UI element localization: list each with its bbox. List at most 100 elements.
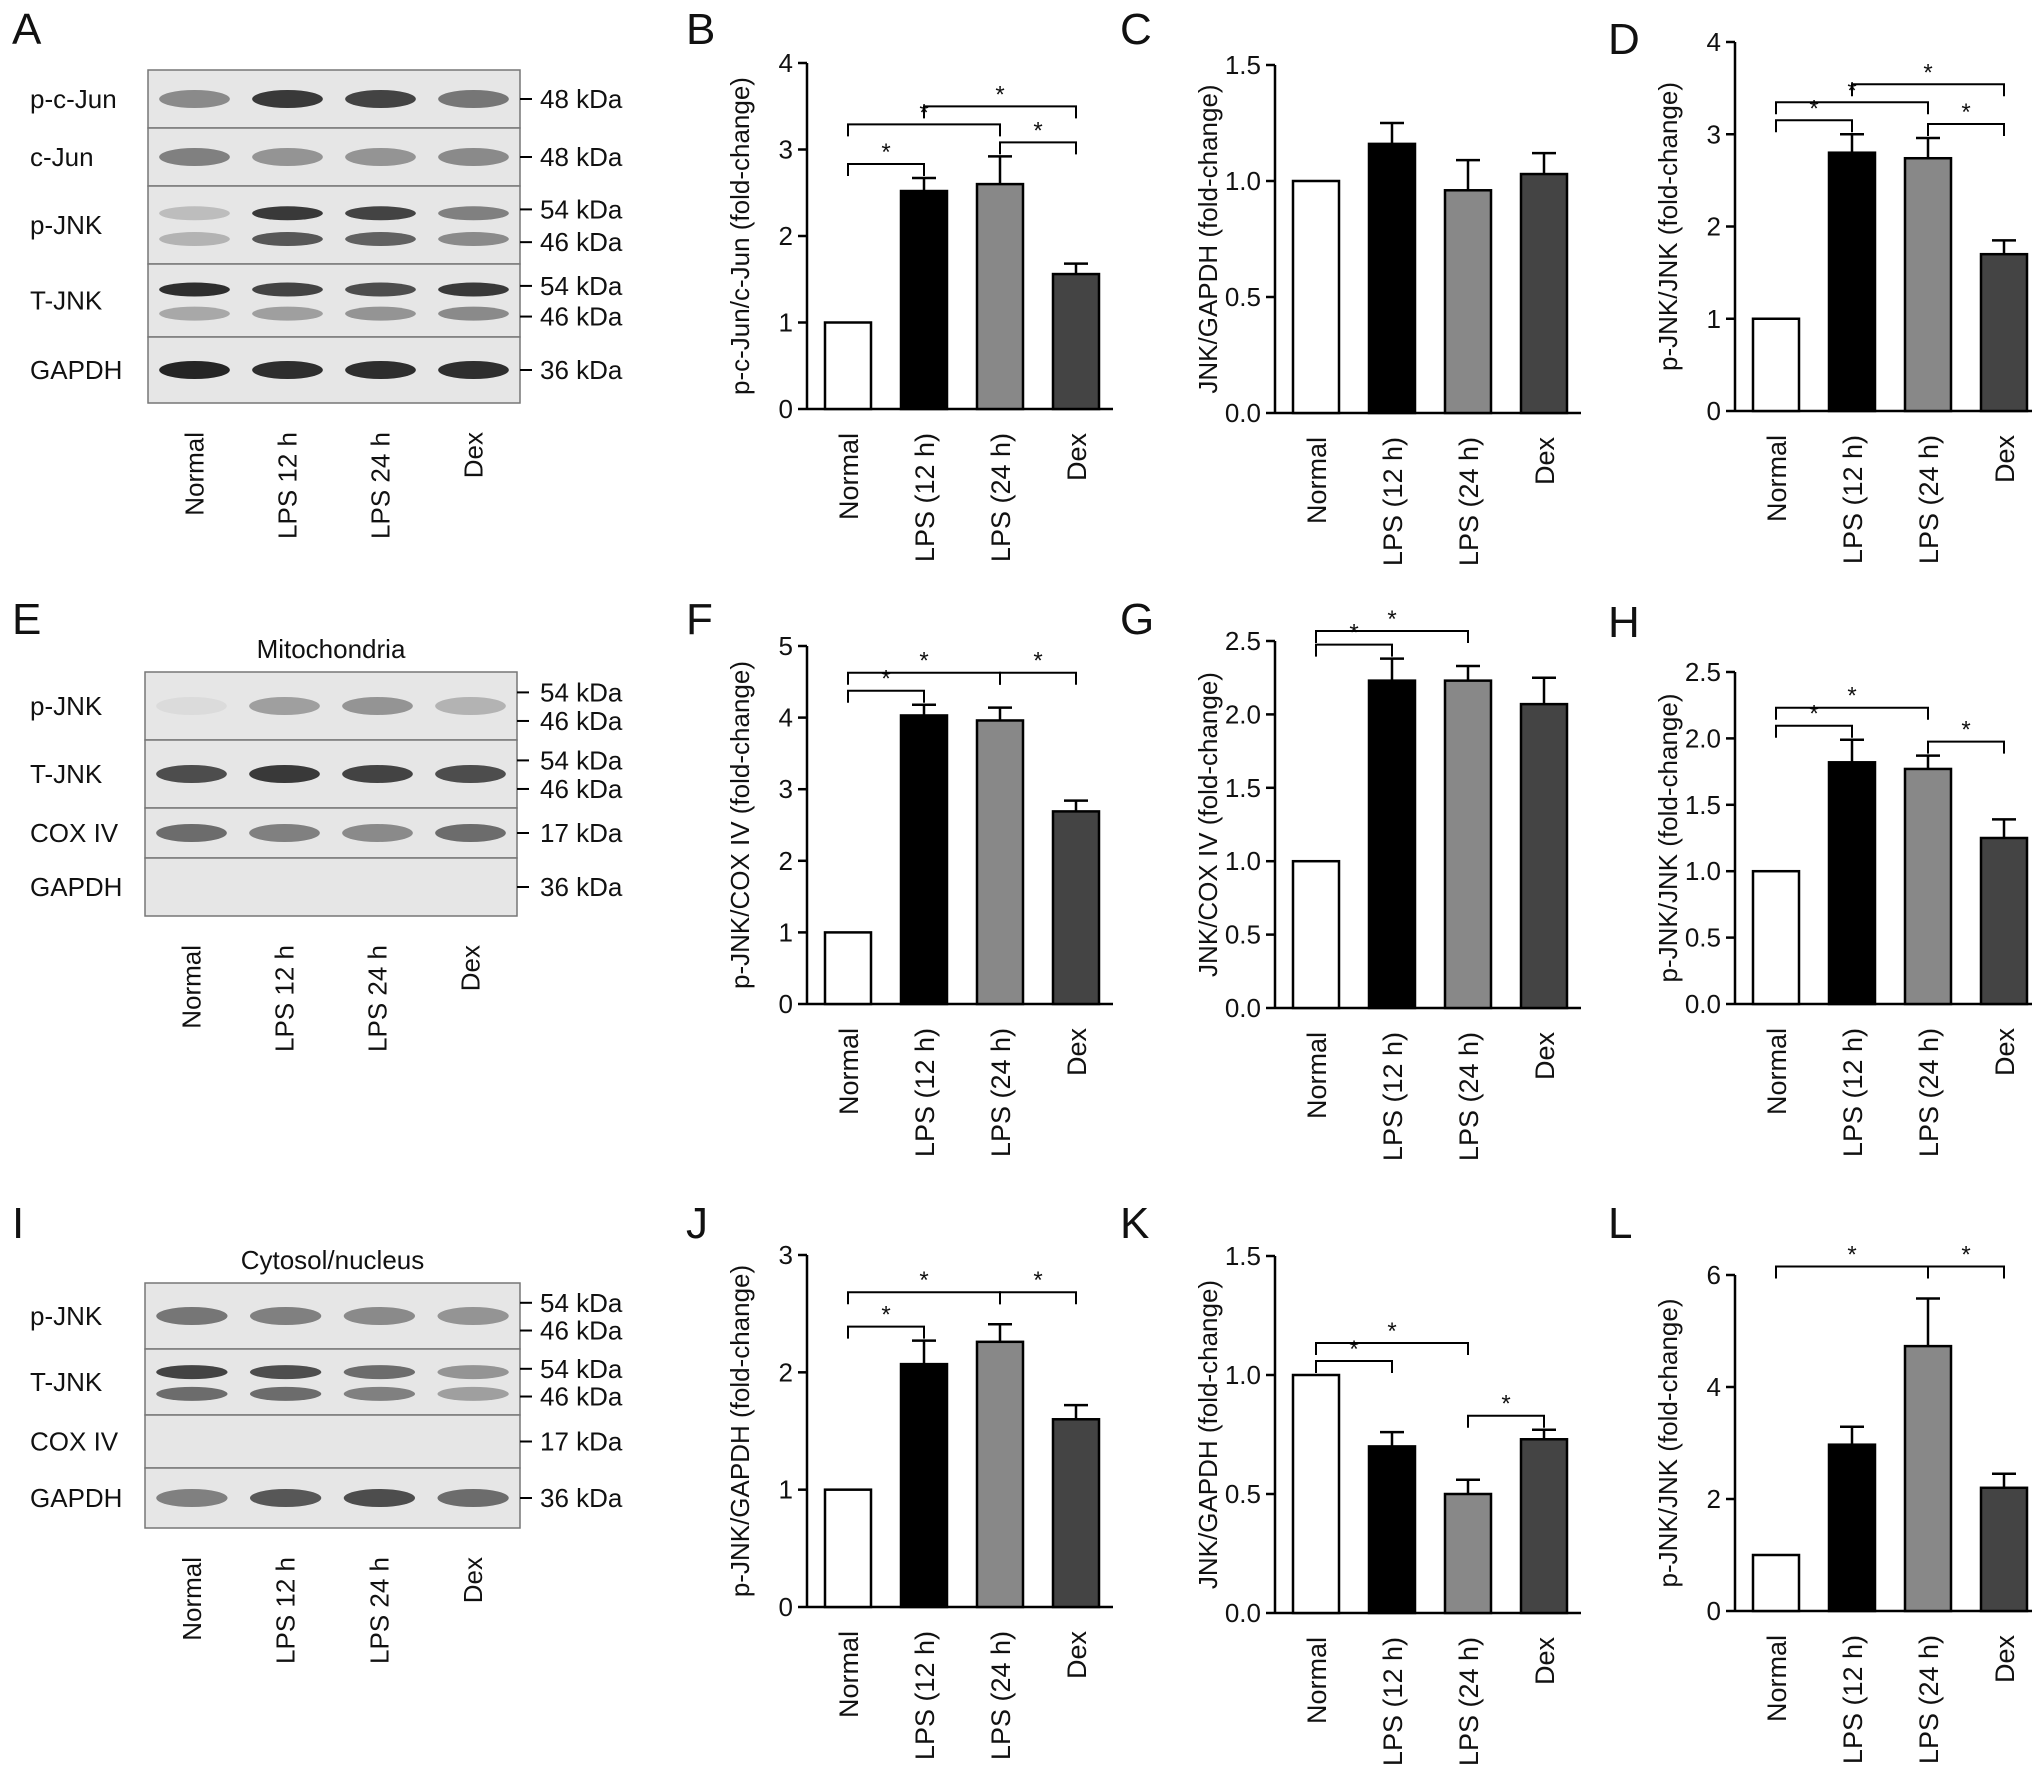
y-tick-label: 1 — [779, 1475, 793, 1505]
bar — [899, 189, 949, 411]
blot-band — [156, 1307, 228, 1325]
significance-bracket — [847, 689, 925, 703]
bar — [1367, 142, 1417, 415]
significance-bracket — [1927, 740, 2005, 754]
y-tick-label: 0.0 — [1225, 993, 1261, 1023]
significance-star: * — [1847, 1242, 1856, 1269]
panel-letter: J — [686, 1199, 708, 1248]
bar — [1979, 836, 2029, 1006]
x-category-label: LPS (24 h) — [986, 433, 1016, 562]
significance-star: * — [995, 81, 1004, 108]
y-tick-label: 1.0 — [1225, 1360, 1261, 1390]
bar — [1519, 702, 1569, 1010]
x-category-label: Normal — [1302, 437, 1332, 524]
kda-label: 17 kDa — [540, 1427, 623, 1457]
x-category-label: LPS (24 h) — [1914, 1635, 1944, 1764]
lane-label: LPS 12 h — [270, 945, 300, 1052]
blot-band — [435, 824, 506, 842]
blot-strip — [144, 1414, 521, 1469]
x-category-label: LPS (12 h) — [910, 1631, 940, 1760]
y-axis-title: p-JNK/JNK (fold-change) — [1653, 82, 1683, 371]
blot-band — [159, 361, 230, 379]
bar — [975, 719, 1025, 1006]
y-tick-label: 3 — [779, 1240, 793, 1270]
blot-band — [250, 1489, 322, 1507]
blot-band — [437, 1307, 509, 1325]
y-tick-label: 1.5 — [1225, 1241, 1261, 1271]
y-tick-label: 0.5 — [1225, 1479, 1261, 1509]
significance-bracket — [847, 163, 925, 177]
x-category-label: LPS (24 h) — [1914, 1028, 1944, 1157]
y-axis-title: p-JNK/COX IV (fold-change) — [725, 661, 755, 989]
y-tick-label: 2.0 — [1685, 723, 1721, 753]
blot-band — [250, 1365, 322, 1380]
significance-bracket — [1315, 630, 1469, 643]
blot-band — [345, 306, 416, 321]
lane-label: Dex — [459, 432, 489, 478]
lane-label: LPS 24 h — [363, 945, 393, 1052]
kda-label: 48 kDa — [540, 84, 623, 114]
bar — [1051, 1418, 1101, 1609]
x-category-label: LPS (12 h) — [1838, 435, 1868, 564]
significance-bracket — [847, 1325, 925, 1339]
significance-bracket — [1851, 83, 2005, 97]
lane-label: LPS 12 h — [271, 1557, 301, 1664]
y-tick-label: 1 — [1707, 304, 1721, 334]
y-tick-label: 0 — [1707, 396, 1721, 426]
significance-star: * — [1033, 117, 1042, 144]
blot-band — [252, 90, 323, 108]
x-category-label: Dex — [1530, 437, 1560, 486]
significance-bracket — [847, 123, 1001, 137]
y-axis-title: JNK/COX IV (fold-change) — [1193, 672, 1223, 977]
bar — [1979, 1486, 2029, 1613]
blot-row-label: GAPDH — [30, 1483, 122, 1513]
blot-row-label: T-JNK — [30, 1367, 103, 1397]
blot-band — [252, 206, 323, 221]
y-tick-label: 0 — [779, 394, 793, 424]
bar — [1291, 179, 1341, 415]
blot-band — [252, 232, 323, 247]
significance-star: * — [1847, 683, 1856, 710]
significance-bracket — [1315, 643, 1393, 657]
y-tick-label: 3 — [1707, 119, 1721, 149]
y-axis-title: p-JNK/JNK (fold-change) — [1653, 694, 1683, 983]
kda-label: 46 kDa — [540, 706, 623, 736]
blot-band — [156, 824, 227, 842]
blot-band — [159, 232, 230, 247]
blot-band — [159, 306, 230, 321]
y-tick-label: 2.0 — [1225, 699, 1261, 729]
blot-row-label: GAPDH — [30, 355, 122, 385]
blot-band — [252, 361, 323, 379]
bar — [1051, 810, 1101, 1006]
blot-band — [435, 765, 506, 783]
blot-band — [249, 824, 320, 842]
blot-row-label: p-c-Jun — [30, 84, 117, 114]
y-tick-label: 3 — [779, 774, 793, 804]
kda-label: 36 kDa — [540, 355, 623, 385]
lane-label: LPS 24 h — [366, 432, 396, 539]
kda-label: 54 kDa — [540, 677, 623, 707]
x-category-label: Dex — [1990, 1635, 2020, 1684]
x-category-label: Normal — [1762, 1028, 1792, 1115]
bar — [1367, 1445, 1417, 1615]
blot-band — [345, 282, 416, 297]
blot-row-label: T-JNK — [30, 759, 103, 789]
blot-band — [438, 306, 509, 321]
lane-label: Normal — [180, 432, 210, 516]
panel-letter: A — [12, 5, 42, 54]
x-category-label: Dex — [1530, 1637, 1560, 1686]
x-category-label: LPS (12 h) — [1378, 437, 1408, 566]
y-tick-label: 2 — [1707, 1484, 1721, 1514]
y-tick-label: 1 — [779, 917, 793, 947]
y-axis-title: p-JNK/JNK (fold-change) — [1653, 1299, 1683, 1588]
lane-label: LPS 24 h — [364, 1557, 394, 1664]
panel-letter: D — [1608, 15, 1640, 64]
significance-bracket — [923, 105, 1077, 119]
lane-label: LPS 12 h — [273, 432, 303, 539]
blot-band — [435, 697, 506, 715]
y-tick-label: 0 — [1707, 1596, 1721, 1626]
blot-band — [345, 90, 416, 108]
chart-panel-b: B 0 1 2 3 4 p-c-Jun/c-Jun (fold-change) Normal L… — [686, 5, 1113, 562]
